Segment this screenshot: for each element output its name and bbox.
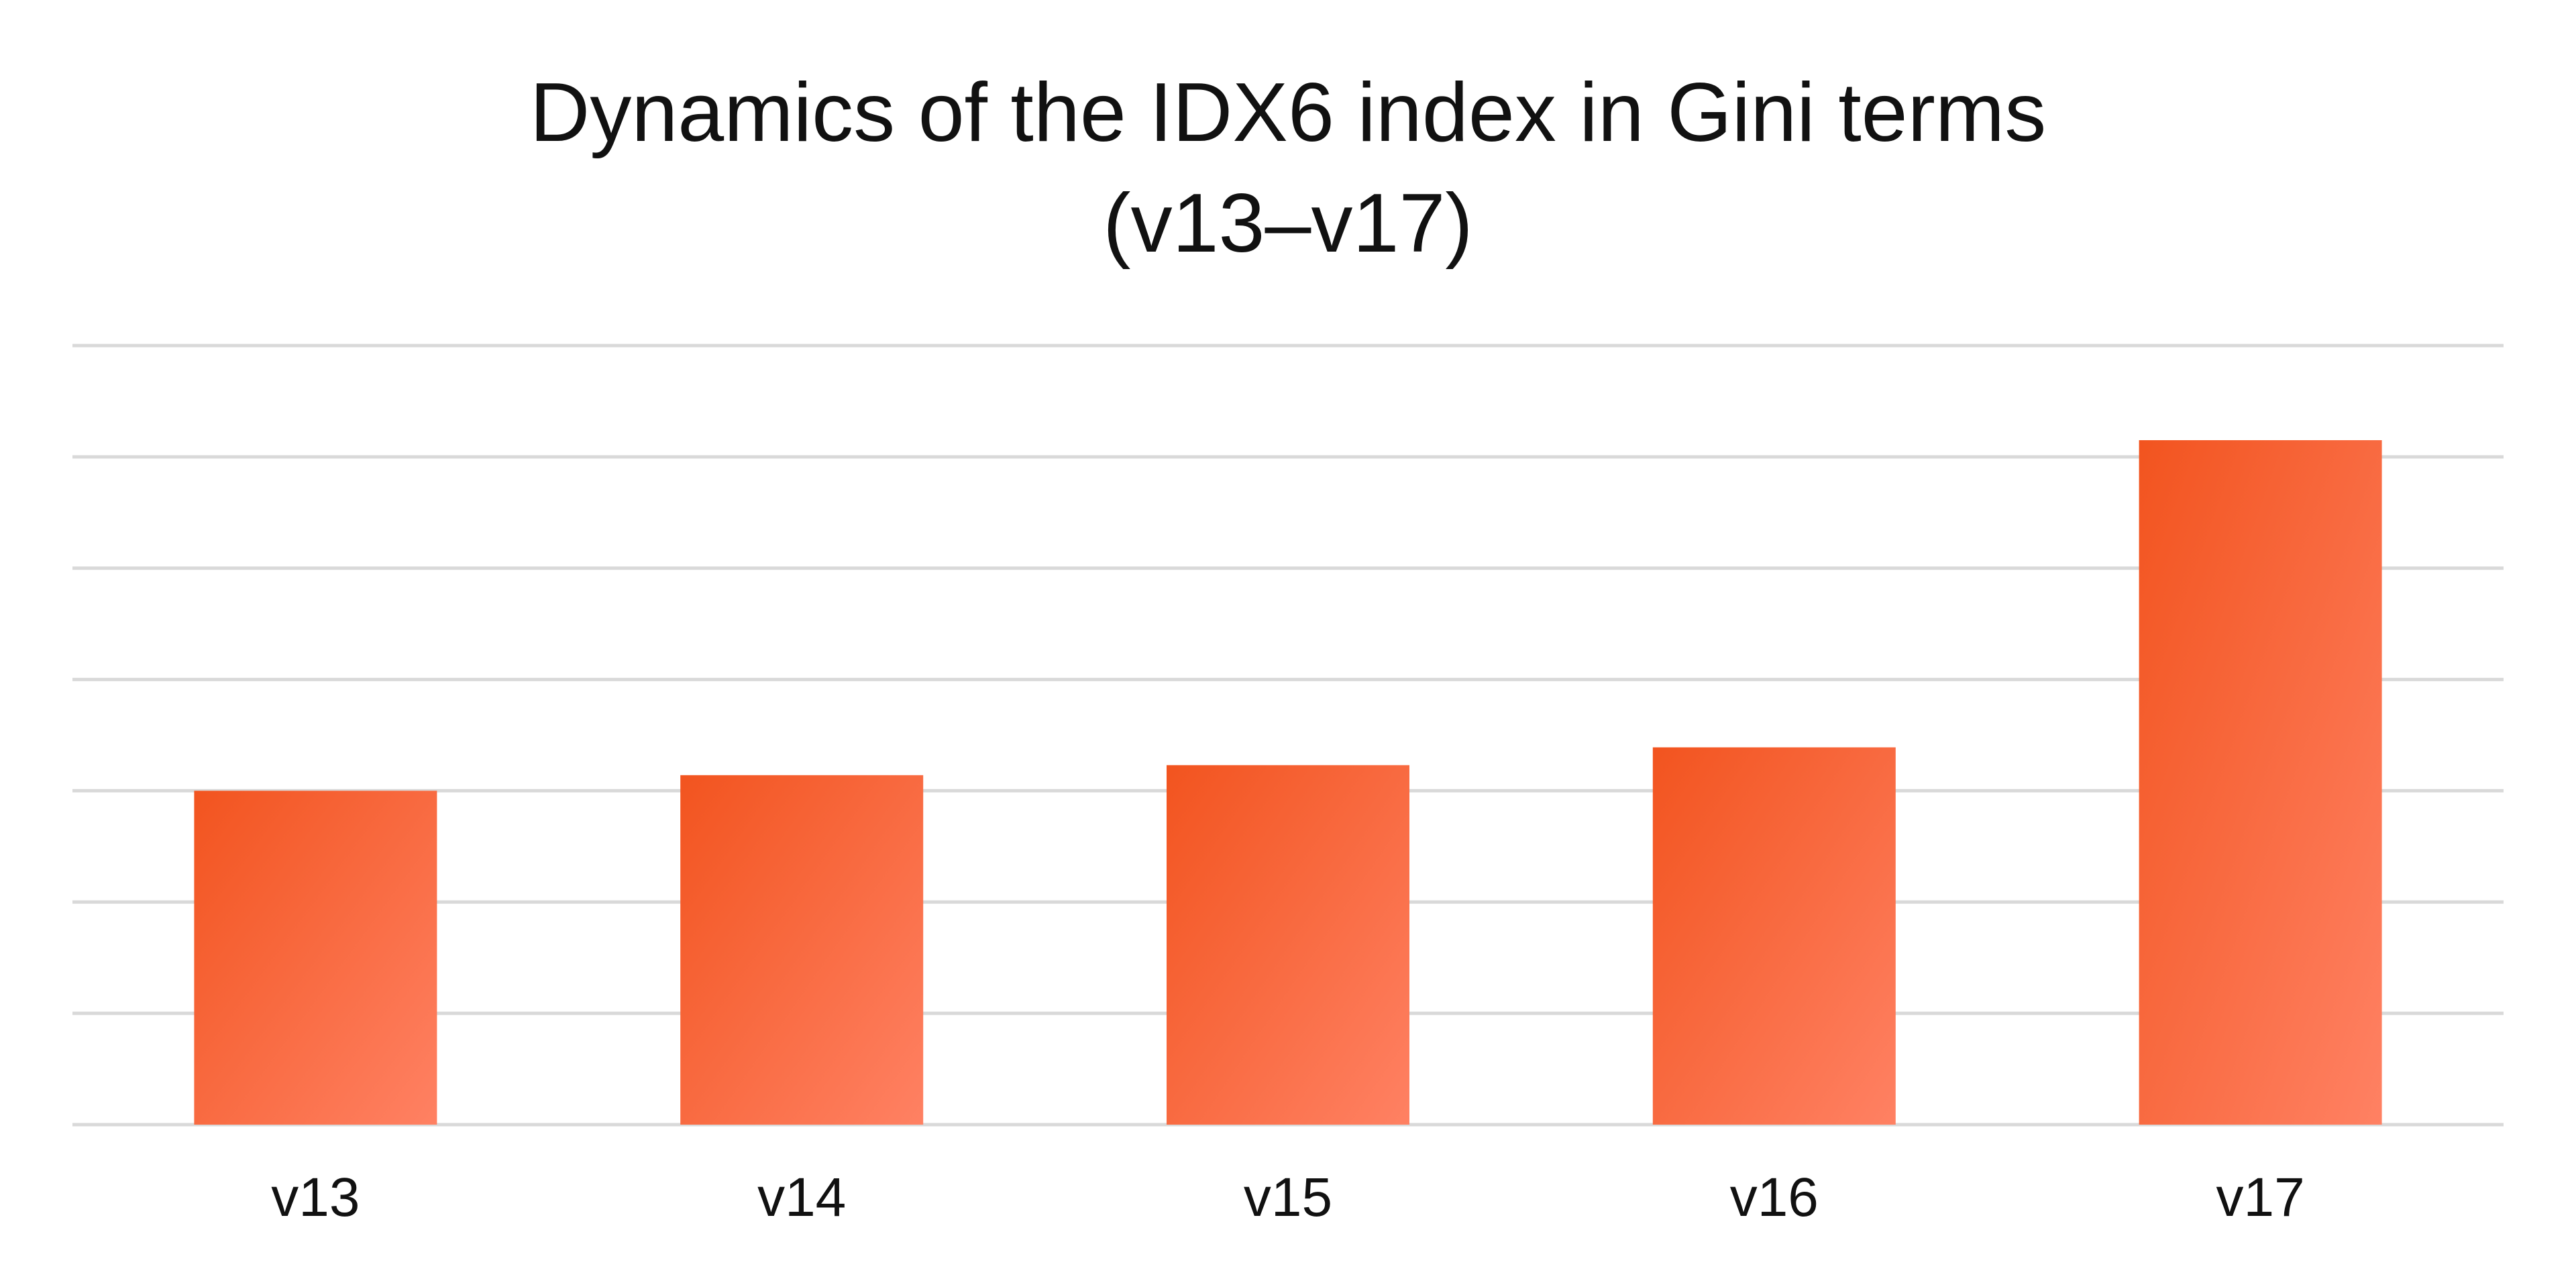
bar-v16	[1652, 747, 1896, 1125]
x-tick-label-v15: v15	[1244, 1167, 1332, 1228]
bar-v17	[2139, 440, 2382, 1125]
chart-title: Dynamics of the IDX6 index in Gini terms	[530, 66, 2046, 159]
bar-v14	[680, 775, 924, 1125]
x-tick-label-v17: v17	[2216, 1167, 2304, 1228]
x-axis-tick-labels: v13 v14 v15 v16 v17	[271, 1167, 2304, 1228]
bars	[194, 440, 2382, 1125]
x-tick-label-v16: v16	[1730, 1167, 1819, 1228]
bar-v15	[1167, 765, 1409, 1125]
chart-subtitle: (v13–v17)	[1103, 177, 1472, 270]
x-tick-label-v14: v14	[757, 1167, 846, 1228]
bar-v13	[194, 790, 437, 1125]
x-tick-label-v13: v13	[271, 1167, 360, 1228]
